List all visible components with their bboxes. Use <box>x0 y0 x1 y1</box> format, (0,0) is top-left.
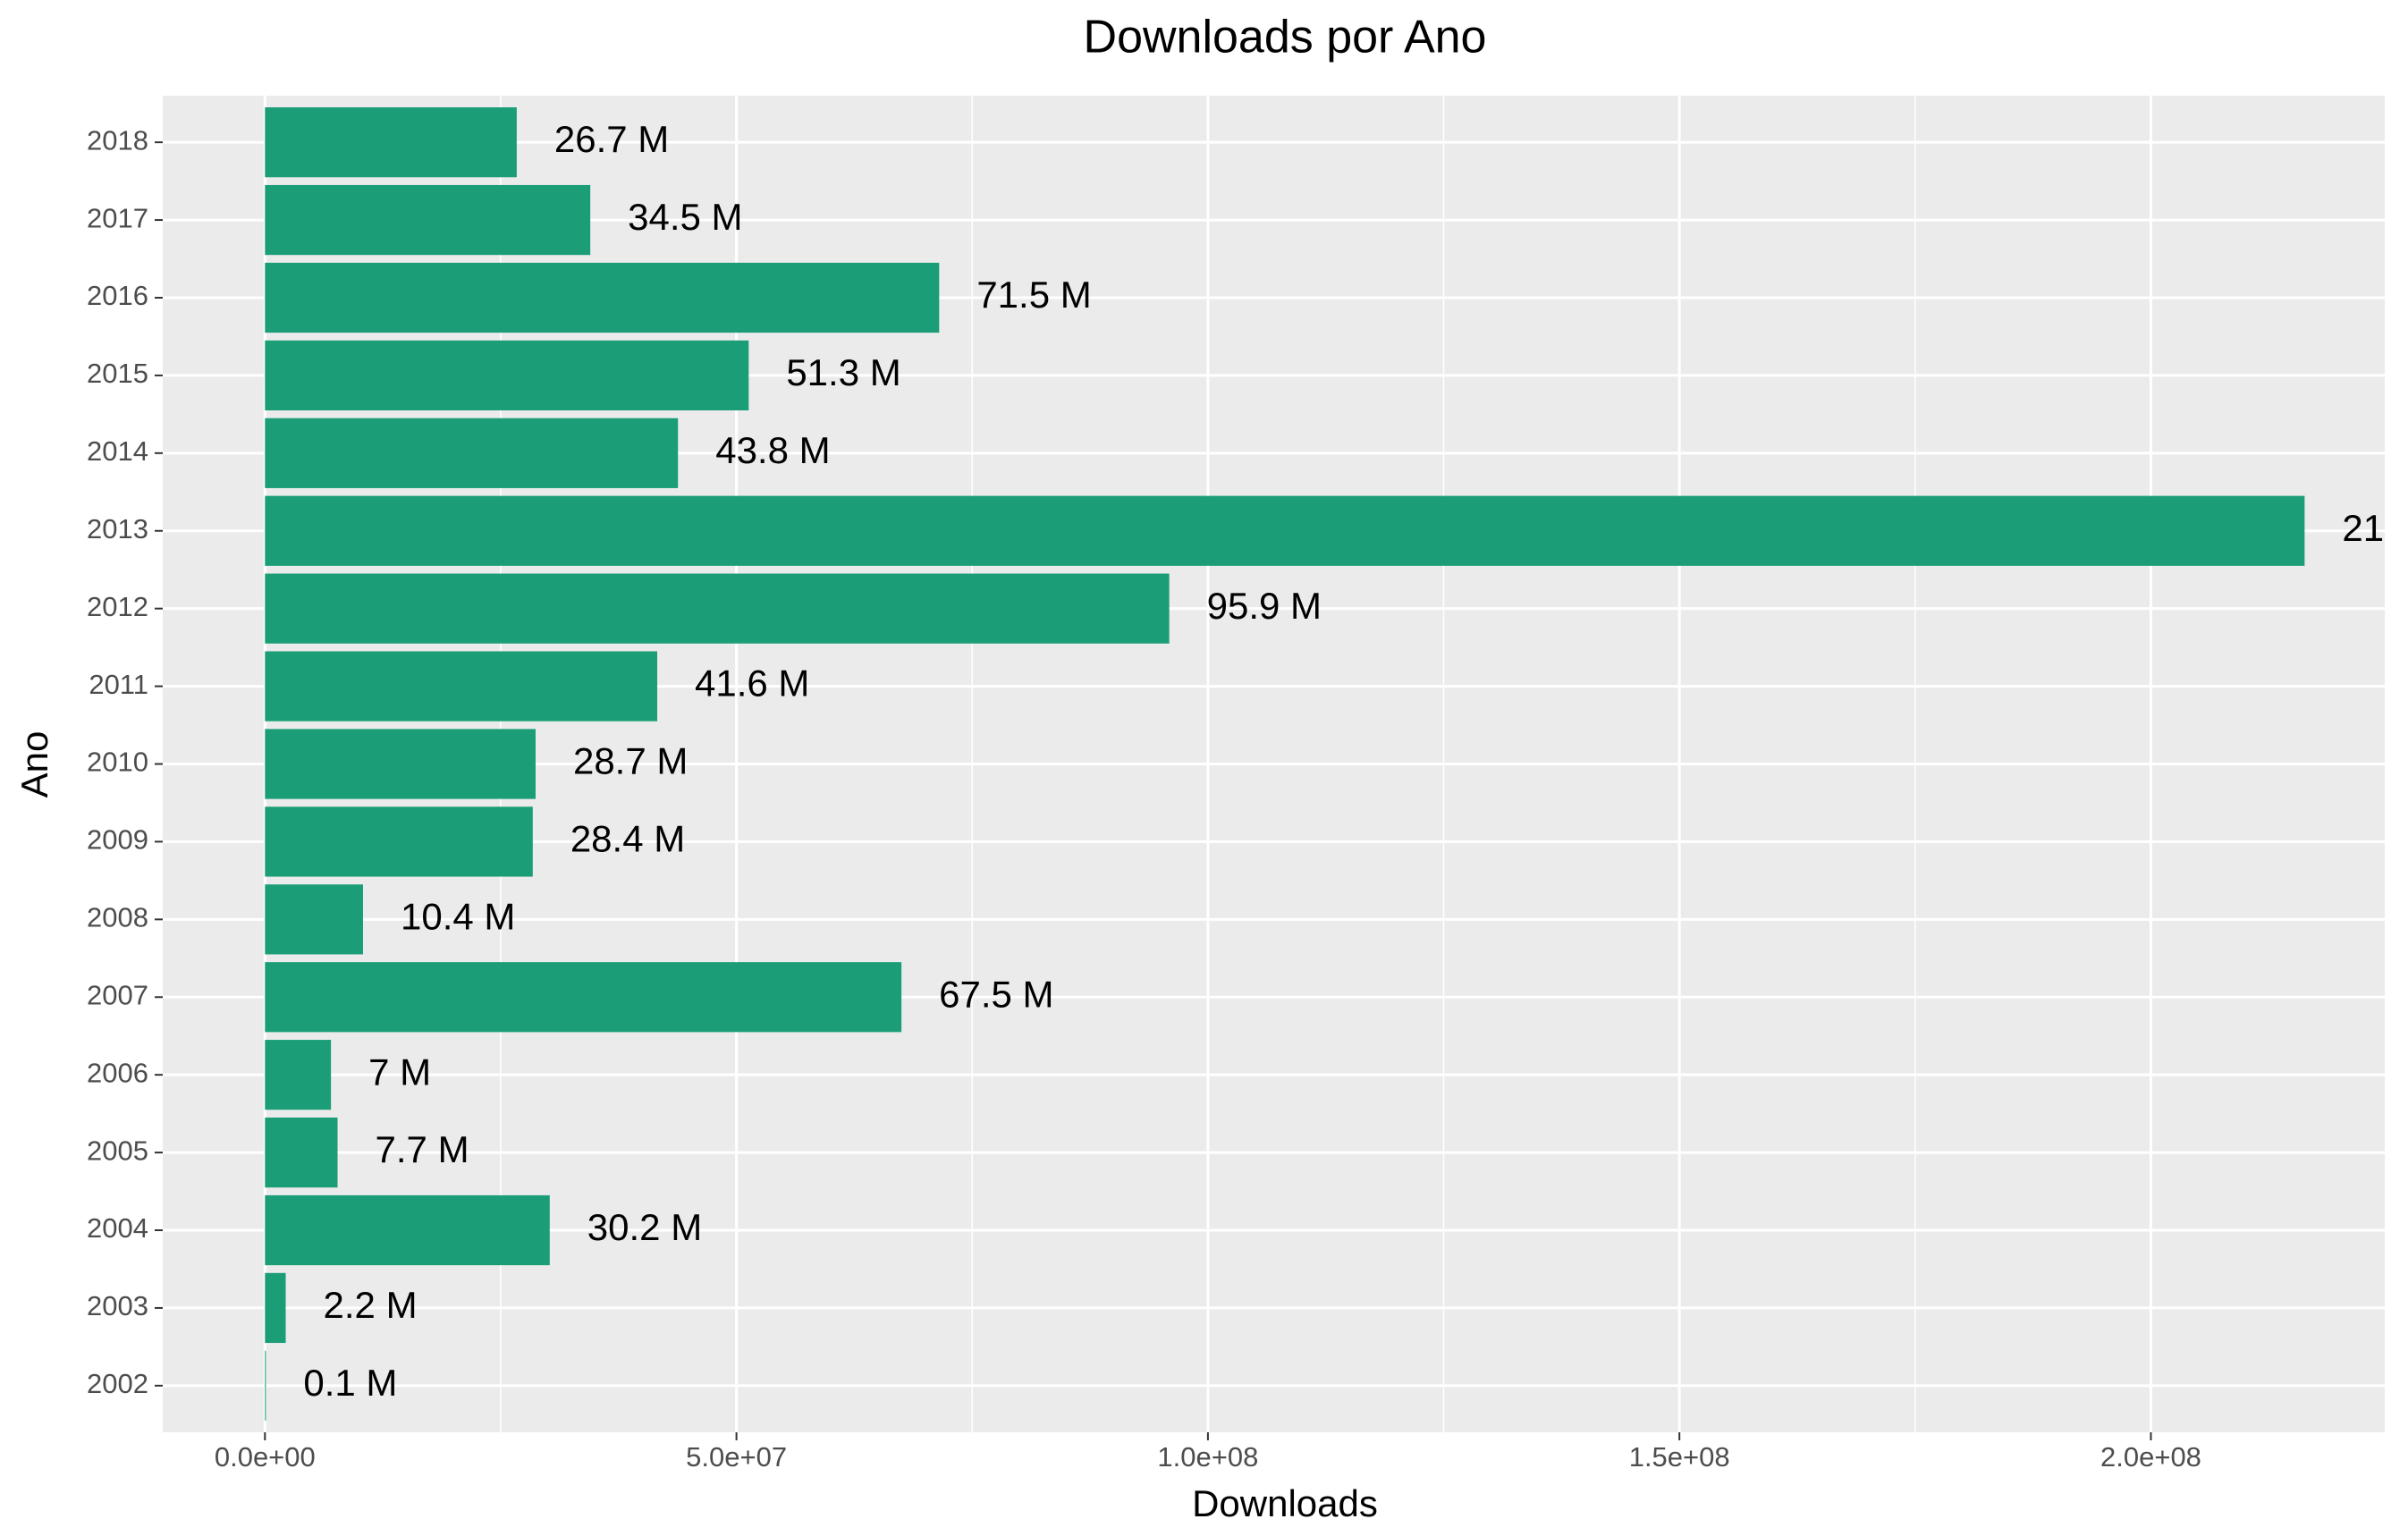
value-label: 2.2 M <box>324 1284 418 1326</box>
x-tick-label: 1.5e+08 <box>1629 1441 1730 1473</box>
y-axis-title: Ano <box>13 731 55 798</box>
value-label: 34.5 M <box>628 196 742 238</box>
value-label: 71.5 M <box>976 274 1091 316</box>
value-label: 30.2 M <box>587 1206 702 1248</box>
y-tick-label: 2011 <box>89 669 148 700</box>
y-tick-label: 2017 <box>87 202 148 233</box>
grid <box>163 96 2385 1432</box>
y-tick-label: 2018 <box>87 124 148 156</box>
value-label: 7 M <box>368 1051 431 1093</box>
y-tick-label: 2002 <box>87 1368 148 1399</box>
value-label: 43.8 M <box>715 429 830 471</box>
y-tick-label: 2005 <box>87 1135 148 1166</box>
bar <box>265 107 517 178</box>
value-label: 10.4 M <box>401 895 515 937</box>
y-tick-label: 2010 <box>87 747 148 778</box>
y-tick-label: 2003 <box>87 1290 148 1321</box>
bar <box>265 806 533 877</box>
value-label: 28.4 M <box>570 818 685 860</box>
bar <box>265 962 902 1033</box>
bar <box>265 262 940 333</box>
value-label: 216.3 M <box>2342 507 2408 549</box>
y-tick-label: 2013 <box>87 513 148 544</box>
bar <box>265 884 363 955</box>
value-label: 7.7 M <box>376 1128 469 1170</box>
value-label: 67.5 M <box>939 973 1053 1015</box>
bar <box>265 1194 550 1266</box>
value-label: 28.7 M <box>573 740 688 782</box>
bar <box>265 184 591 256</box>
y-tick-label: 2009 <box>87 824 148 856</box>
y-tick-label: 2012 <box>87 591 148 622</box>
bar <box>265 651 658 722</box>
value-label: 0.1 M <box>303 1362 397 1404</box>
x-tick-label: 0.0e+00 <box>215 1441 316 1473</box>
plot-area: 0.1 M 2.2 M 30.2 M 7.7 M 7 M 67.5 M 10.4 M 28.4… <box>265 107 2408 1421</box>
x-tick-label: 2.0e+08 <box>2100 1441 2201 1473</box>
x-tick-label: 1.0e+08 <box>1157 1441 1258 1473</box>
bar <box>265 573 1170 644</box>
y-tick-label: 2006 <box>87 1057 148 1088</box>
bar <box>265 1272 286 1344</box>
bar <box>265 495 2305 566</box>
y-tick-label: 2004 <box>87 1212 148 1244</box>
y-tick-label: 2015 <box>87 358 148 389</box>
x-axis-title: Downloads <box>1192 1482 1378 1524</box>
value-label: 41.6 M <box>695 663 809 705</box>
y-tick-label: 2016 <box>87 280 148 311</box>
x-tick-label: 5.0e+07 <box>686 1441 787 1473</box>
bar <box>265 1040 332 1110</box>
value-label: 51.3 M <box>786 351 900 393</box>
chart-title: Downloads por Ano <box>1084 12 1487 63</box>
value-label: 26.7 M <box>554 118 669 160</box>
bar <box>265 1350 266 1421</box>
bar <box>265 729 536 799</box>
y-tick-label: 2008 <box>87 902 148 933</box>
y-tick-label: 2007 <box>87 979 148 1010</box>
y-tick-label: 2014 <box>87 435 148 467</box>
bar <box>265 340 749 411</box>
value-label: 95.9 M <box>1207 585 1322 627</box>
bar <box>265 1117 338 1188</box>
bar <box>265 418 679 488</box>
